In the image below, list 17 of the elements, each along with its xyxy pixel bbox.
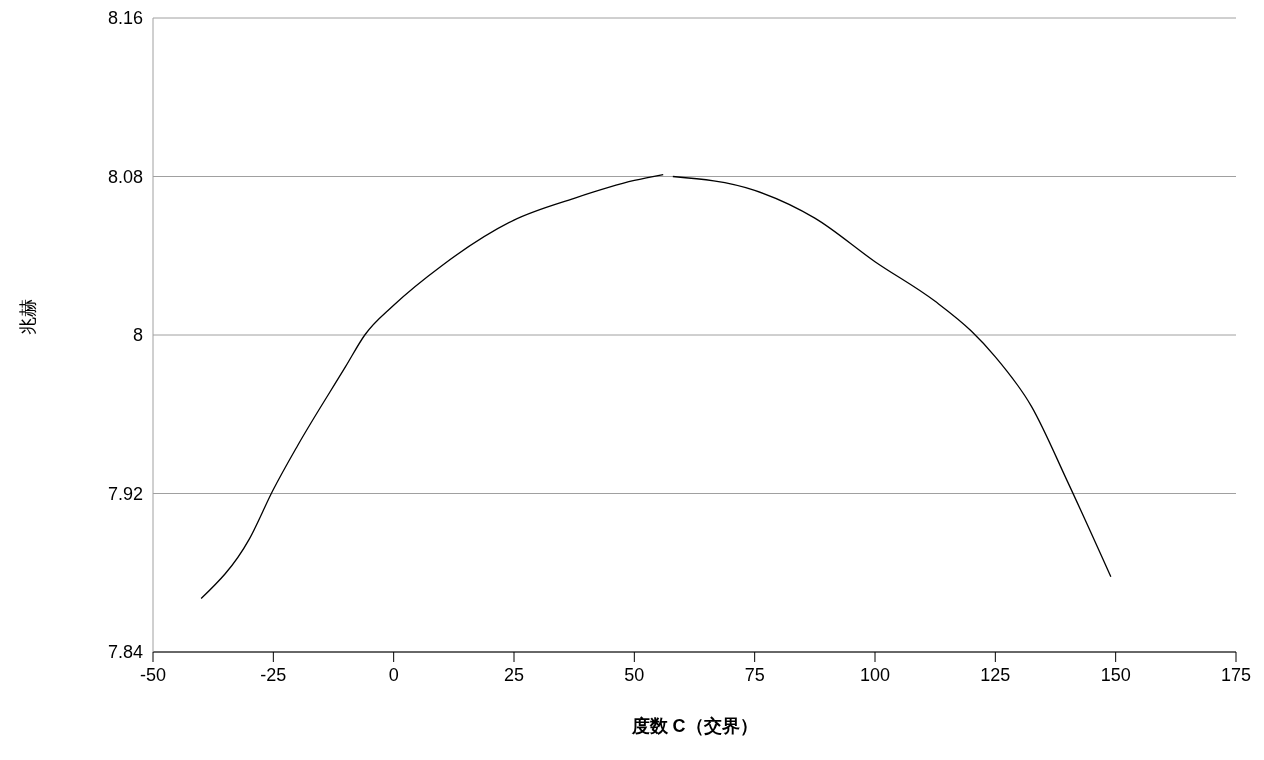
y-tick-label: 8.08 [107, 166, 143, 187]
x-tick-label: 50 [624, 664, 645, 685]
y-axis-title: 兆赫 [18, 299, 39, 335]
y-tick-label: 8 [132, 325, 143, 346]
x-tick-label: 0 [388, 664, 399, 685]
y-tick-label: 8.16 [107, 8, 143, 29]
x-tick-label: 75 [744, 664, 765, 685]
x-tick-label: -25 [260, 664, 287, 685]
x-tick-label: 175 [1220, 664, 1252, 685]
x-tick-label: -50 [139, 664, 167, 685]
y-tick-label: 7.84 [107, 642, 143, 663]
y-tick-label: 7.92 [107, 483, 143, 504]
x-axis-title: 度数 C（交界） [630, 716, 758, 736]
x-tick-label: 125 [980, 664, 1011, 685]
x-tick-label: 100 [859, 664, 891, 685]
x-tick-label: 150 [1100, 664, 1131, 685]
x-tick-label: 25 [503, 664, 525, 685]
